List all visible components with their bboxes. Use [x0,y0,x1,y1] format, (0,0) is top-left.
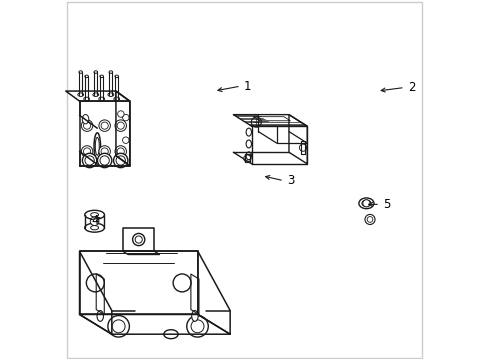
Ellipse shape [78,93,83,96]
Ellipse shape [84,210,104,219]
Text: 2: 2 [407,81,414,94]
Circle shape [186,316,208,337]
Ellipse shape [100,75,103,78]
Circle shape [122,114,129,121]
Ellipse shape [114,97,120,101]
Ellipse shape [93,93,99,96]
Ellipse shape [94,71,98,73]
Ellipse shape [84,75,88,78]
Ellipse shape [83,97,89,101]
Ellipse shape [90,226,99,230]
Circle shape [251,117,261,127]
Circle shape [86,274,104,292]
Text: 3: 3 [286,174,294,187]
Text: 4: 4 [91,214,98,227]
Text: 5: 5 [382,198,389,211]
Ellipse shape [84,223,104,232]
Ellipse shape [163,330,178,339]
Ellipse shape [191,311,198,321]
Ellipse shape [245,152,251,160]
Circle shape [90,217,99,226]
Circle shape [362,200,369,207]
Circle shape [113,153,128,168]
Ellipse shape [94,133,101,160]
Circle shape [132,233,144,246]
Circle shape [115,146,126,157]
Ellipse shape [358,198,373,209]
Ellipse shape [99,97,104,101]
Circle shape [108,316,129,337]
Ellipse shape [82,114,89,124]
Ellipse shape [109,71,112,73]
Circle shape [97,153,112,168]
Circle shape [99,146,110,157]
Circle shape [82,153,97,168]
Circle shape [81,120,93,131]
Ellipse shape [97,311,103,321]
Circle shape [364,215,374,225]
Ellipse shape [115,75,118,78]
Circle shape [115,120,126,131]
Circle shape [118,111,124,117]
Circle shape [81,146,93,157]
Circle shape [173,274,191,292]
Ellipse shape [90,213,99,217]
Circle shape [99,120,110,131]
Ellipse shape [245,140,251,148]
Ellipse shape [79,71,82,73]
Ellipse shape [245,128,251,136]
Text: 1: 1 [244,80,251,93]
Circle shape [122,137,129,143]
Ellipse shape [108,93,114,96]
